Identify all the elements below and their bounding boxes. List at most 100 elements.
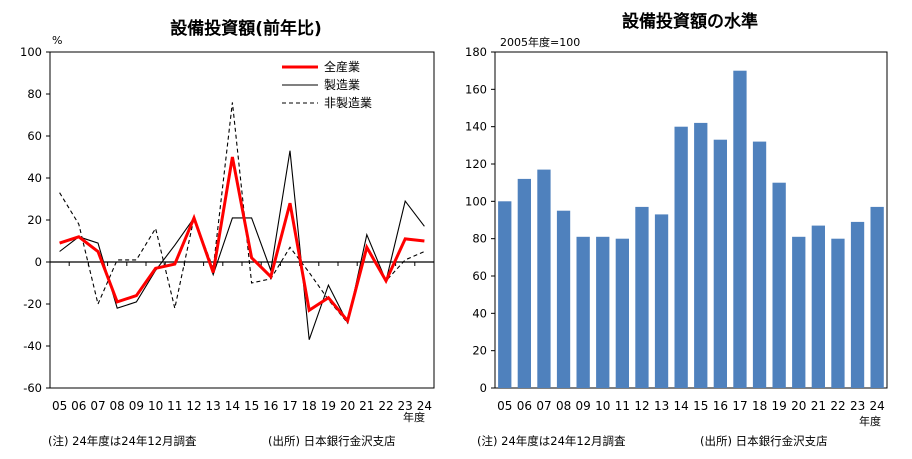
y-tick-label: 20 — [472, 344, 487, 358]
bar-plot-frame — [494, 51, 888, 389]
bar-06 — [517, 178, 531, 388]
x-tick-label: 20 — [791, 399, 806, 413]
bar-20 — [792, 236, 806, 388]
x-tick-label: 17 — [282, 399, 297, 413]
x-tick-label: 16 — [713, 399, 728, 413]
y-tick-label: 60 — [472, 269, 487, 283]
x-tick-label: 14 — [674, 399, 689, 413]
x-tick-label: 15 — [693, 399, 708, 413]
series-line-1 — [59, 150, 425, 340]
x-tick-label: 22 — [378, 399, 393, 413]
bar-13 — [654, 214, 669, 388]
y-tick-label: 160 — [465, 82, 487, 96]
line-chart-ylabel: % — [52, 34, 62, 47]
bar-05 — [498, 201, 512, 388]
line-chart-source: (出所) 日本銀行金沢支店 — [268, 434, 396, 448]
line-chart-xunit: 年度 — [403, 410, 425, 424]
bar-11 — [615, 238, 629, 388]
y-tick-label: -60 — [23, 381, 42, 395]
y-tick-label: 0 — [480, 381, 487, 395]
line-chart-title: 設備投資額(前年比) — [170, 18, 322, 39]
bar-16 — [713, 139, 727, 388]
y-tick-label: 80 — [472, 232, 487, 246]
x-tick-label: 10 — [148, 399, 163, 413]
x-tick-label: 24 — [417, 399, 432, 413]
x-tick-label: 06 — [71, 399, 86, 413]
x-tick-label: 06 — [517, 399, 532, 413]
x-tick-label: 19 — [772, 399, 787, 413]
bar-chart-source: (出所) 日本銀行金沢支店 — [700, 434, 828, 448]
y-tick-label: 140 — [465, 120, 487, 134]
x-tick-label: 18 — [752, 399, 767, 413]
x-tick-label: 23 — [398, 399, 413, 413]
y-tick-label: 100 — [20, 45, 42, 59]
x-tick-label: 12 — [186, 399, 201, 413]
x-tick-label: 05 — [497, 399, 512, 413]
bar-09 — [576, 236, 590, 388]
line-plot-frame — [49, 51, 435, 389]
bar-07 — [537, 169, 551, 388]
x-tick-label: 18 — [302, 399, 317, 413]
series-line-0 — [59, 156, 425, 325]
x-tick-label: 24 — [870, 399, 885, 413]
bar-24 — [870, 206, 884, 388]
bar-chart-ylabel: 2005年度=100 — [500, 35, 580, 49]
x-tick-label: 16 — [263, 399, 278, 413]
x-tick-label: 05 — [52, 399, 67, 413]
y-tick-label: -20 — [23, 297, 42, 311]
bar-chart-note: (注) 24年度は24年12月調査 — [477, 434, 626, 448]
bar-chart-xunit: 年度 — [859, 414, 881, 428]
x-tick-label: 14 — [225, 399, 240, 413]
x-tick-label: 11 — [615, 399, 630, 413]
bar-08 — [556, 210, 571, 388]
x-tick-label: 09 — [129, 399, 144, 413]
bar-23 — [850, 221, 865, 388]
x-tick-label: 19 — [321, 399, 336, 413]
y-tick-label: 120 — [465, 157, 487, 171]
bar-21 — [811, 225, 825, 388]
x-tick-label: 09 — [576, 399, 591, 413]
x-tick-label: 21 — [811, 399, 826, 413]
x-tick-label: 15 — [244, 399, 259, 413]
legend-label: 全産業 — [324, 59, 360, 74]
x-tick-label: 12 — [634, 399, 649, 413]
y-tick-label: 40 — [27, 171, 42, 185]
x-tick-label: 10 — [595, 399, 610, 413]
x-tick-label: 20 — [340, 399, 355, 413]
legend-label: 製造業 — [324, 78, 360, 92]
bar-22 — [831, 238, 845, 388]
x-tick-label: 08 — [110, 399, 125, 413]
x-tick-label: 07 — [90, 399, 105, 413]
x-tick-label: 13 — [206, 399, 221, 413]
y-tick-label: 100 — [465, 194, 487, 208]
x-tick-label: 11 — [167, 399, 182, 413]
bar-19 — [772, 182, 786, 388]
bar-17 — [733, 70, 747, 388]
line-chart: 設備投資額(前年比) % 100 80 60 40 20 0 -20 -40 -60 05 06 0… — [20, 18, 435, 448]
y-tick-label: 40 — [472, 306, 487, 320]
bar-chart: 設備投資額の水準 2005年度=100 18016014012010080604… — [465, 11, 888, 448]
legend-label: 非製造業 — [324, 96, 372, 110]
y-tick-label: -40 — [23, 339, 42, 353]
y-tick-label: 80 — [27, 87, 42, 101]
y-tick-label: 20 — [27, 213, 42, 227]
x-tick-label: 13 — [654, 399, 669, 413]
y-tick-label: 0 — [35, 255, 42, 269]
bar-12 — [635, 206, 649, 388]
bar-14 — [674, 126, 688, 388]
bar-15 — [694, 122, 708, 389]
x-tick-label: 21 — [359, 399, 374, 413]
line-chart-note: (注) 24年度は24年12月調査 — [48, 434, 197, 448]
y-tick-label: 60 — [27, 129, 42, 143]
y-tick-label: 180 — [465, 45, 487, 59]
x-tick-label: 22 — [830, 399, 845, 413]
x-tick-label: 17 — [732, 399, 747, 413]
bar-10 — [596, 236, 610, 388]
x-tick-label: 08 — [556, 399, 571, 413]
bar-18 — [752, 141, 767, 388]
x-tick-label: 23 — [850, 399, 865, 413]
bar-chart-title: 設備投資額の水準 — [622, 11, 758, 32]
x-tick-label: 07 — [536, 399, 551, 413]
